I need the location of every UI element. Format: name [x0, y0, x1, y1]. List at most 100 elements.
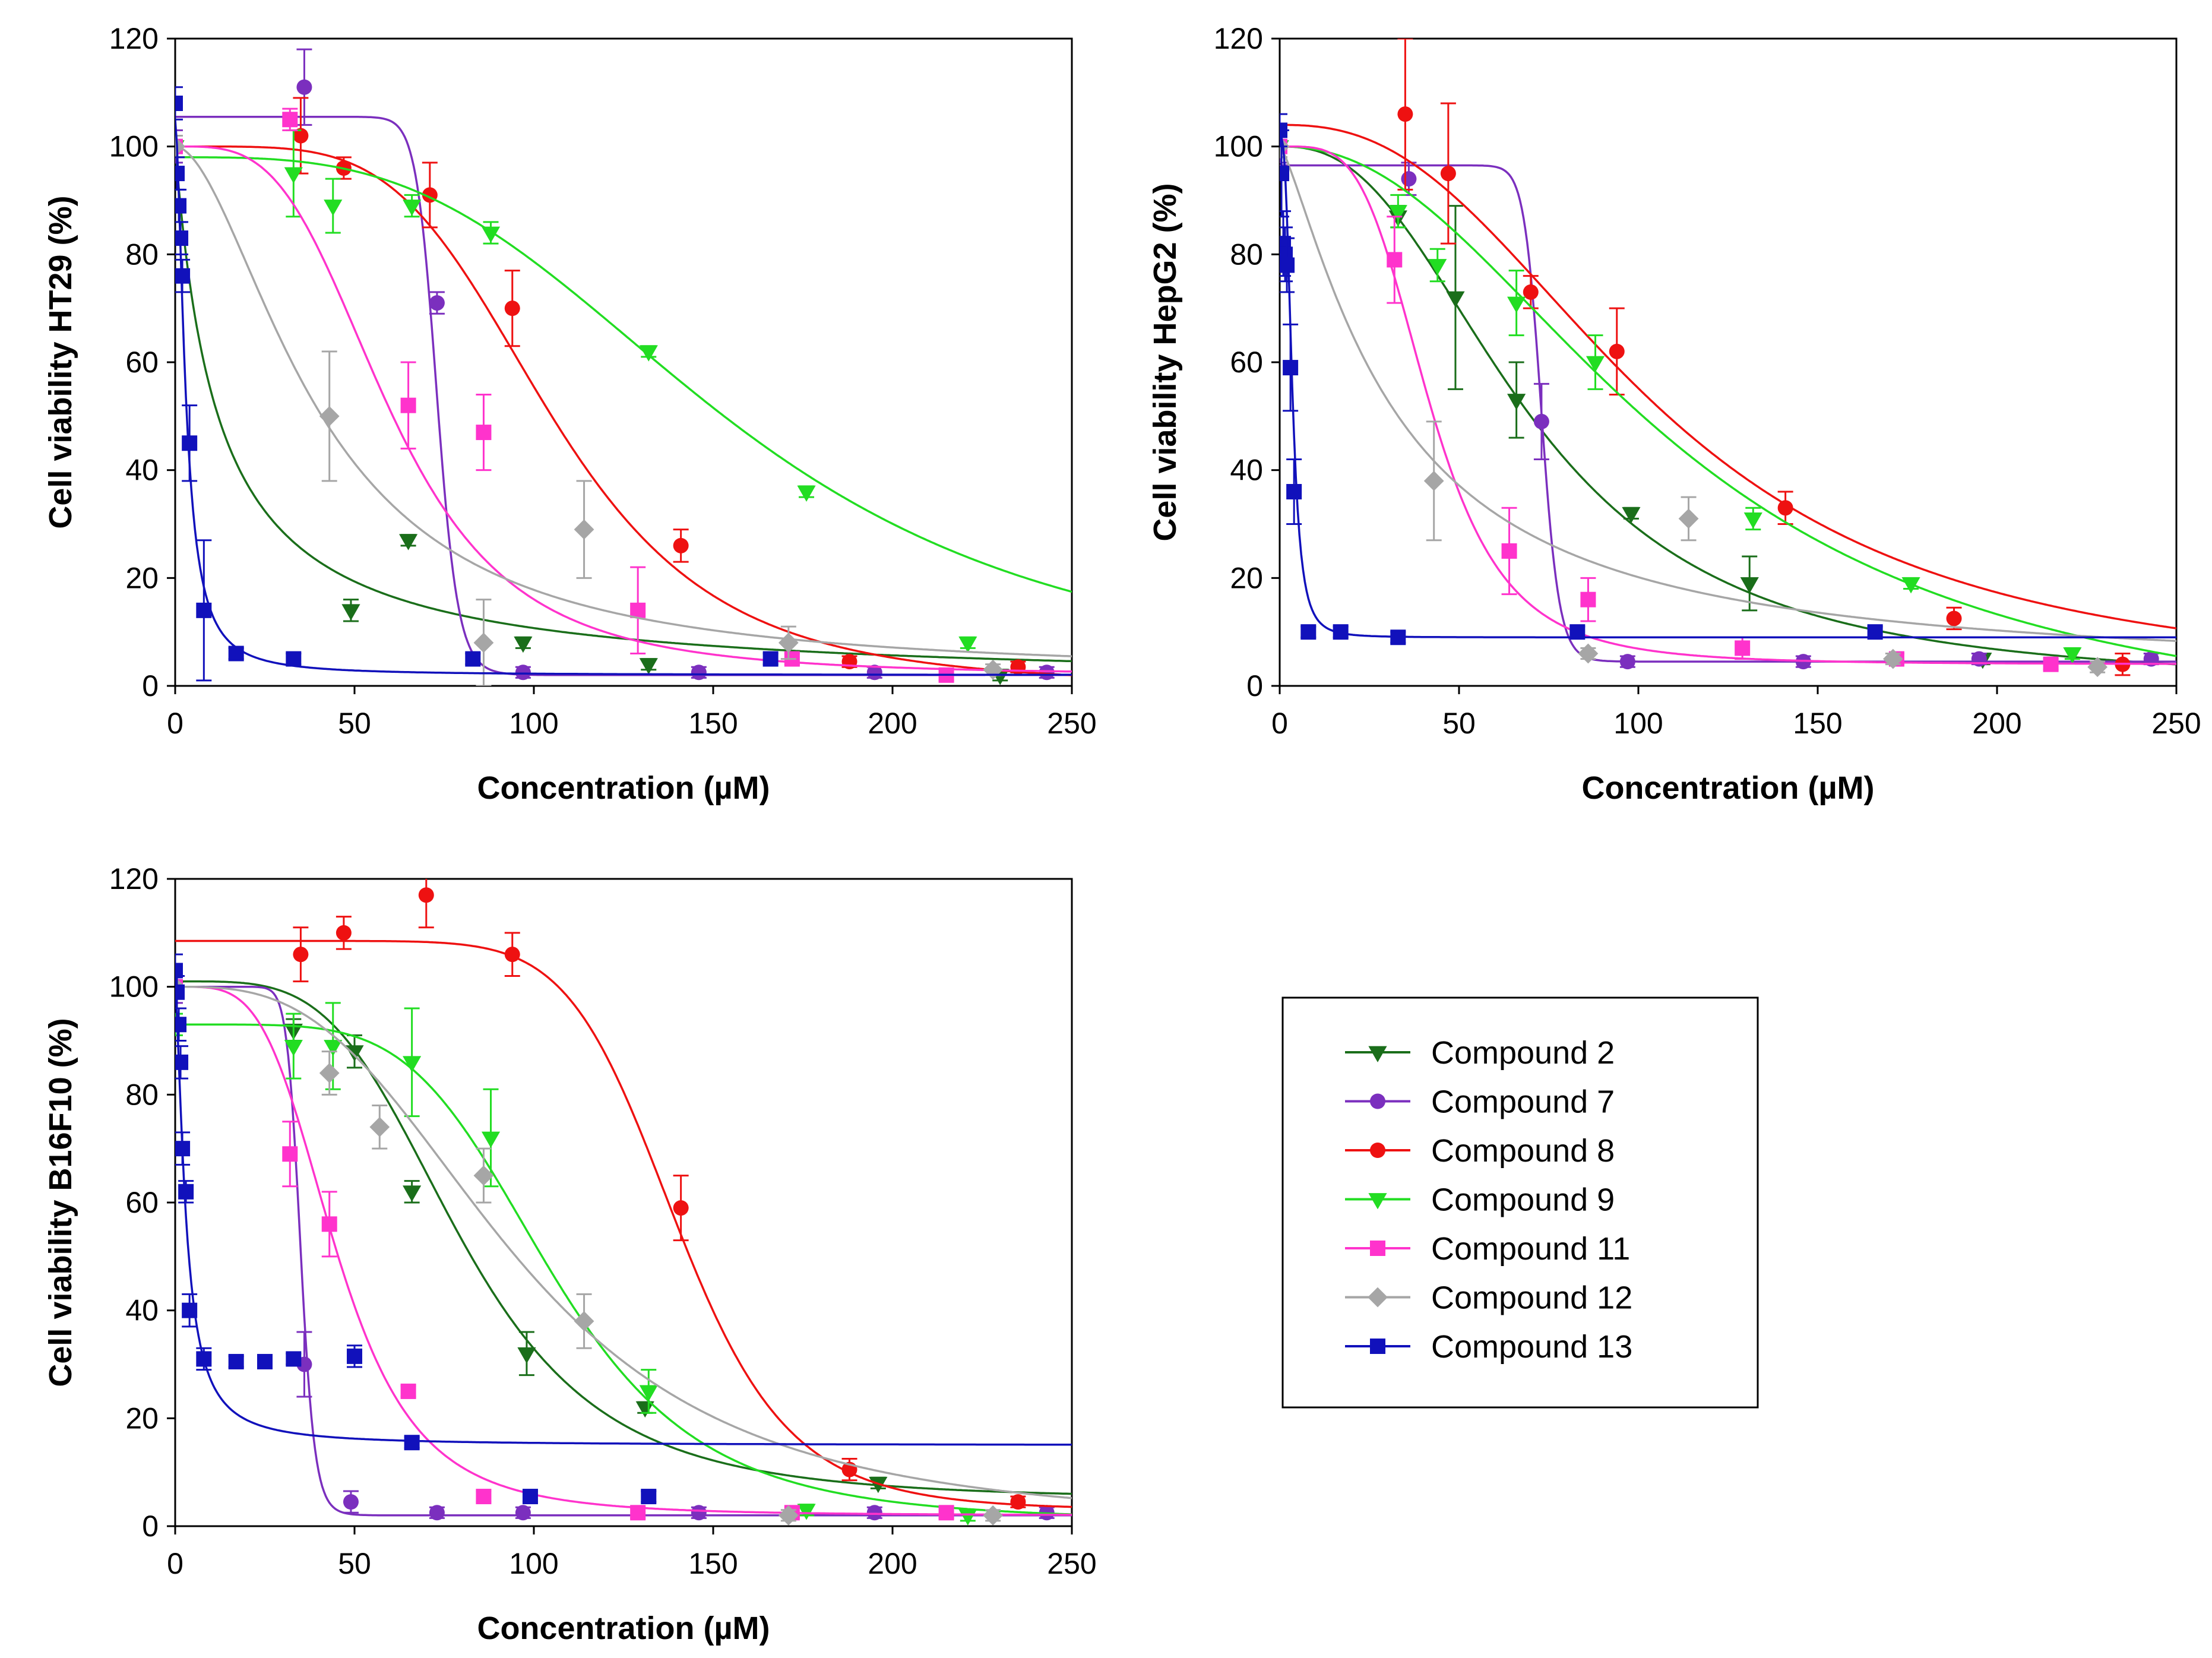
- data-point: [1423, 470, 1444, 491]
- data-point: [284, 1040, 303, 1056]
- data-point: [983, 1505, 1004, 1526]
- x-axis-title: Concentration (µM): [477, 770, 770, 806]
- data-point: [175, 984, 185, 1000]
- y-tick-label: 100: [109, 970, 159, 1004]
- data-point: [321, 1216, 337, 1232]
- data-point: [1735, 640, 1751, 656]
- legend-marker: [1368, 1046, 1387, 1062]
- data-point: [282, 112, 298, 128]
- x-tick-label: 200: [868, 1547, 917, 1580]
- data-point: [1578, 643, 1599, 664]
- data-point: [175, 198, 187, 214]
- data-point: [465, 651, 481, 667]
- fit-curve-compound-11: [175, 985, 1072, 1516]
- series-compound-9: [1280, 135, 2176, 664]
- data-point: [175, 1017, 187, 1033]
- data-point: [175, 96, 183, 111]
- x-axis-title: Concentration (µM): [477, 1610, 770, 1646]
- data-point: [1010, 1494, 1026, 1510]
- x-tick-label: 100: [509, 707, 558, 740]
- data-point: [938, 1505, 954, 1521]
- y-tick-label: 20: [125, 561, 159, 594]
- data-point: [866, 1505, 882, 1521]
- data-point: [1388, 205, 1407, 222]
- data-point: [404, 1435, 420, 1451]
- data-point: [293, 128, 309, 144]
- legend-entry-compound-9: Compound 9: [1345, 1182, 1615, 1218]
- data-point: [228, 646, 244, 662]
- y-tick-label: 60: [125, 346, 159, 379]
- data-point: [504, 947, 520, 963]
- data-point: [1501, 543, 1517, 559]
- data-point: [1010, 659, 1026, 675]
- data-point: [1401, 171, 1417, 187]
- plot-frame: [174, 37, 1073, 687]
- data-point: [517, 1347, 536, 1364]
- data-point: [515, 1505, 531, 1521]
- data-point: [1390, 629, 1406, 646]
- data-point: [1533, 413, 1549, 429]
- y-tick-label: 120: [109, 862, 159, 896]
- data-point: [286, 1351, 302, 1367]
- y-tick-label: 120: [1214, 22, 1263, 55]
- data-point: [2063, 647, 2082, 664]
- data-point: [228, 1353, 244, 1369]
- fit-curve-compound-8: [175, 145, 1072, 676]
- data-point: [481, 226, 501, 243]
- data-point: [691, 1505, 707, 1521]
- fit-curve-compound-7: [1280, 164, 2176, 663]
- series-compound-11: [175, 107, 1072, 683]
- data-point: [418, 887, 434, 903]
- data-point: [1507, 296, 1526, 313]
- data-point: [257, 1353, 273, 1369]
- series-compound-8: [175, 879, 1072, 1510]
- series-compound-2: [175, 135, 1072, 685]
- series-compound-13: [175, 86, 1072, 682]
- data-point: [797, 1504, 816, 1520]
- data-point: [347, 1348, 362, 1364]
- data-point: [2043, 656, 2059, 672]
- y-axis-title: Cell viability HepG2 (%): [1147, 183, 1183, 541]
- y-tick-label: 0: [142, 1510, 159, 1543]
- data-point: [778, 632, 799, 653]
- y-tick-label: 100: [109, 130, 159, 163]
- data-point: [1740, 577, 1759, 594]
- x-tick-label: 0: [167, 1547, 183, 1580]
- data-point: [429, 295, 445, 311]
- data-point: [403, 200, 422, 216]
- legend-label: Compound 12: [1431, 1280, 1632, 1316]
- legend-label: Compound 7: [1431, 1084, 1615, 1120]
- data-point: [175, 268, 191, 284]
- data-point: [639, 1385, 658, 1401]
- legend: Compound 2 Compound 7 Compound 8 Compound 9…: [1281, 996, 1759, 1409]
- data-point: [1428, 259, 1447, 276]
- legend-label: Compound 11: [1431, 1231, 1630, 1267]
- y-tick-label: 80: [125, 238, 159, 271]
- y-tick-label: 120: [109, 22, 159, 55]
- series-compound-8: [1280, 39, 2176, 676]
- series-compound-13: [1280, 113, 2176, 646]
- chart-panel-ht29: 0 50 100 150 200 250 0 20 40 60 80 100 120 Concentrat…: [43, 22, 1097, 806]
- data-point: [1867, 624, 1883, 640]
- data-point: [473, 632, 494, 653]
- x-axis-title: Concentration (µM): [1581, 770, 1874, 806]
- data-point: [400, 397, 416, 413]
- plot-frame: [174, 878, 1073, 1527]
- data-point: [286, 651, 302, 667]
- fit-curve-compound-11: [1280, 145, 2176, 665]
- series-compound-9: [175, 129, 1072, 653]
- data-point: [369, 1116, 390, 1137]
- data-point: [574, 519, 594, 540]
- data-point: [630, 602, 646, 618]
- x-tick-label: 200: [1972, 707, 2021, 740]
- fit-curve-compound-12: [1280, 145, 2176, 643]
- data-point: [2143, 651, 2159, 667]
- data-point: [343, 1494, 359, 1510]
- data-point: [319, 1063, 340, 1083]
- y-tick-label: 0: [1246, 669, 1263, 703]
- y-tick-label: 60: [125, 1186, 159, 1219]
- data-point: [476, 425, 492, 441]
- data-point: [762, 651, 779, 667]
- data-point: [515, 665, 531, 681]
